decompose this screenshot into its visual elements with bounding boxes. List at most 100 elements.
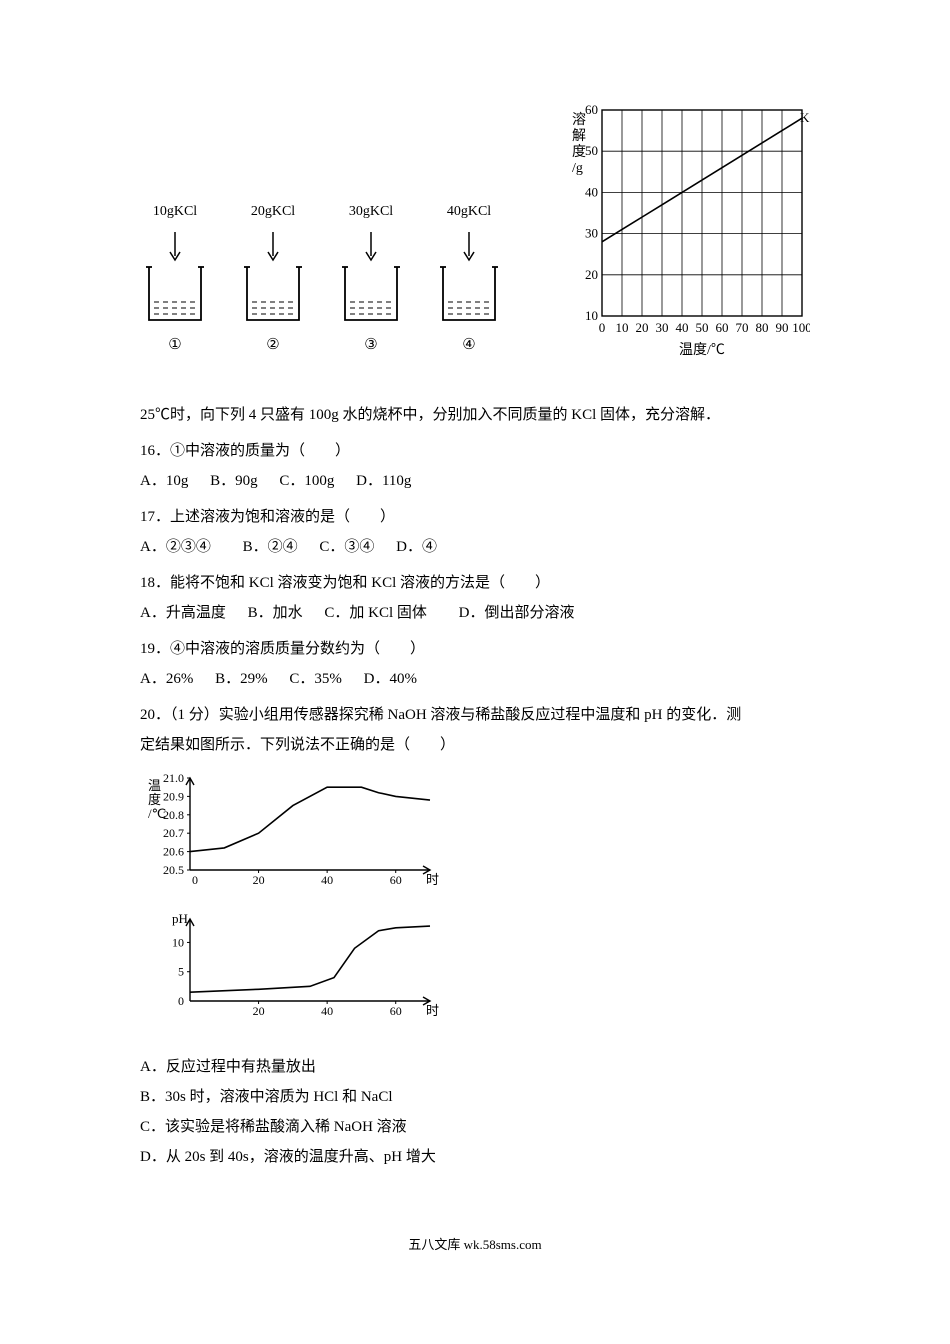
beaker-4: 40gKCl ④: [434, 198, 504, 360]
svg-text:40: 40: [321, 873, 333, 887]
svg-text:30: 30: [656, 320, 669, 335]
svg-text:20.5: 20.5: [163, 863, 184, 877]
beaker-1-num: ①: [168, 330, 181, 360]
svg-text:KCl: KCl: [800, 110, 810, 125]
svg-text:40: 40: [321, 1004, 333, 1018]
svg-text:度: 度: [148, 792, 161, 807]
beaker-4-label: 40gKCl: [447, 198, 491, 226]
q18-opt-b: B．加水: [248, 598, 303, 628]
q18-opt-d: D．倒出部分溶液: [459, 598, 575, 628]
svg-text:温度/℃: 温度/℃: [679, 342, 725, 358]
q19-opts: A．26% B．29% C．35% D．40%: [140, 664, 810, 694]
svg-text:解: 解: [572, 128, 586, 144]
svg-text:0: 0: [599, 320, 606, 335]
q19-opt-d: D．40%: [364, 664, 417, 694]
svg-text:20: 20: [636, 320, 649, 335]
svg-text:20: 20: [253, 873, 265, 887]
q17-opt-b: B．②④: [243, 532, 298, 562]
intro-text: 25℃时，向下列 4 只盛有 100g 水的烧杯中，分别加入不同质量的 KCl …: [140, 400, 810, 430]
ph-chart: 0 5 10 20 40 60 pH 时间/s: [140, 911, 810, 1032]
svg-text:21.0: 21.0: [163, 771, 184, 785]
q17-opt-d: D．④: [396, 532, 437, 562]
q18-opts: A．升高温度 B．加水 C．加 KCl 固体 D．倒出部分溶液: [140, 598, 810, 628]
svg-text:30: 30: [585, 226, 598, 241]
q20-opt-c: C．该实验是将稀盐酸滴入稀 NaOH 溶液: [140, 1112, 810, 1142]
q20-opt-d: D．从 20s 到 40s，溶液的温度升高、pH 增大: [140, 1142, 810, 1172]
q17-stem: 17．上述溶液为饱和溶液的是（ ）: [140, 502, 810, 532]
svg-text:90: 90: [776, 320, 789, 335]
svg-text:60: 60: [716, 320, 729, 335]
q19-opt-a: A．26%: [140, 664, 193, 694]
arrow-down-icon: [266, 232, 280, 262]
q20-charts: 20.520.620.720.820.921.00204060温度/℃时间/s …: [140, 770, 810, 1032]
q19-opt-c: C．35%: [289, 664, 342, 694]
svg-text:10: 10: [172, 935, 184, 949]
svg-text:0: 0: [178, 994, 184, 1008]
arrow-down-icon: [364, 232, 378, 262]
svg-text:20: 20: [585, 267, 598, 282]
q16-opt-d: D．110g: [356, 466, 411, 496]
svg-text:0: 0: [192, 873, 198, 887]
top-diagram-row: 10gKCl ① 20gKCl: [140, 100, 810, 360]
q18-opt-a: A．升高温度: [140, 598, 226, 628]
svg-text:60: 60: [390, 1004, 402, 1018]
svg-text:20.7: 20.7: [163, 826, 184, 840]
svg-text:pH: pH: [172, 911, 188, 926]
q16-stem: 16．①中溶液的质量为（ ）: [140, 436, 810, 466]
beaker-4-num: ④: [462, 330, 475, 360]
q20-opt-a: A．反应过程中有热量放出: [140, 1052, 810, 1082]
beaker-3-svg: [340, 262, 402, 324]
beaker-3: 30gKCl ③: [336, 198, 406, 360]
svg-text:溶: 溶: [572, 112, 586, 128]
svg-text:时间/s: 时间/s: [426, 1003, 440, 1018]
q20-stem-2: 定结果如图所示．下列说法不正确的是（ ）: [140, 730, 810, 760]
q16-opt-a: A．10g: [140, 466, 188, 496]
beaker-diagram: 10gKCl ① 20gKCl: [140, 198, 504, 360]
beaker-2-label: 20gKCl: [251, 198, 295, 226]
arrow-down-icon: [168, 232, 182, 262]
q16-opt-b: B．90g: [210, 466, 258, 496]
q20-opt-b: B．30s 时，溶液中溶质为 HCl 和 NaCl: [140, 1082, 810, 1112]
arrow-down-icon: [462, 232, 476, 262]
svg-text:40: 40: [676, 320, 689, 335]
svg-text:20: 20: [253, 1004, 265, 1018]
svg-text:温: 温: [148, 778, 161, 793]
svg-text:70: 70: [736, 320, 749, 335]
solubility-chart: 1020304050600102030405060708090100溶解度/g温…: [560, 100, 810, 360]
svg-text:10: 10: [616, 320, 629, 335]
svg-text:80: 80: [756, 320, 769, 335]
q16-opt-c: C．100g: [279, 466, 334, 496]
q17-opts: A．②③④ B．②④ C．③④ D．④: [140, 532, 810, 562]
svg-text:20.9: 20.9: [163, 789, 184, 803]
beaker-1: 10gKCl ①: [140, 198, 210, 360]
beaker-3-num: ③: [364, 330, 377, 360]
q18-stem: 18．能将不饱和 KCl 溶液变为饱和 KCl 溶液的方法是（ ）: [140, 568, 810, 598]
q16-opts: A．10g B．90g C．100g D．110g: [140, 466, 810, 496]
svg-text:60: 60: [585, 102, 598, 117]
svg-text:5: 5: [178, 965, 184, 979]
beaker-1-svg: [144, 262, 206, 324]
q17-opt-c: C．③④: [319, 532, 374, 562]
svg-text:时间/s: 时间/s: [426, 872, 440, 887]
beaker-2-svg: [242, 262, 304, 324]
svg-text:/℃: /℃: [148, 806, 166, 821]
page-footer: 五八文库 wk.58sms.com: [140, 1232, 810, 1258]
svg-text:/g: /g: [572, 161, 583, 176]
svg-text:60: 60: [390, 873, 402, 887]
beaker-2-num: ②: [266, 330, 279, 360]
svg-text:100: 100: [792, 320, 810, 335]
svg-text:40: 40: [585, 184, 598, 199]
temperature-chart: 20.520.620.720.820.921.00204060温度/℃时间/s: [140, 770, 810, 901]
beaker-4-svg: [438, 262, 500, 324]
svg-text:50: 50: [585, 143, 598, 158]
q20-stem-1: 20．（1 分）实验小组用传感器探究稀 NaOH 溶液与稀盐酸反应过程中温度和 …: [140, 700, 810, 730]
svg-text:度: 度: [572, 144, 586, 160]
q17-opt-a: A．②③④: [140, 532, 211, 562]
svg-text:20.6: 20.6: [163, 845, 184, 859]
beaker-2: 20gKCl ②: [238, 198, 308, 360]
svg-text:10: 10: [585, 308, 598, 323]
q19-stem: 19．④中溶液的溶质质量分数约为（ ）: [140, 634, 810, 664]
svg-text:50: 50: [696, 320, 709, 335]
beaker-3-label: 30gKCl: [349, 198, 393, 226]
q18-opt-c: C．加 KCl 固体: [324, 598, 427, 628]
